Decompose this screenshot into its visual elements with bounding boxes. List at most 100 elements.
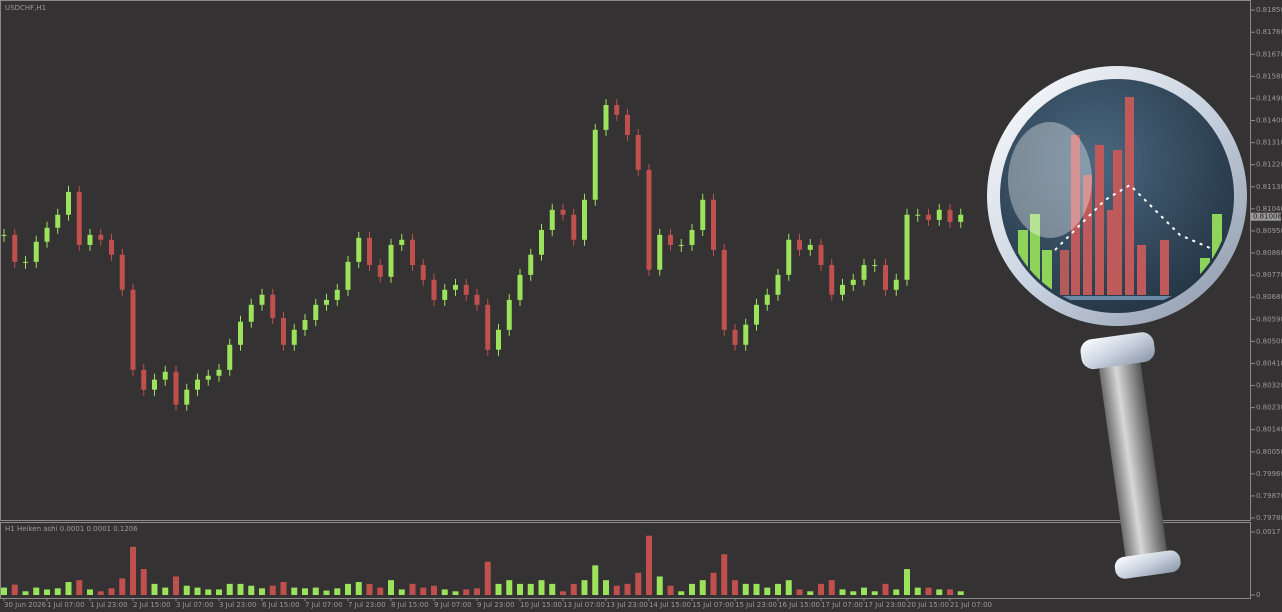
candle-body (560, 209, 566, 215)
histogram-bar (656, 576, 663, 595)
histogram-bar (216, 589, 222, 595)
candle-body (463, 284, 469, 295)
candle-body (184, 389, 190, 405)
histogram-bar (764, 587, 771, 595)
candle-body (861, 265, 867, 280)
candle-body (904, 214, 910, 280)
candle-body (152, 379, 157, 390)
histogram-bar (667, 585, 674, 595)
histogram-bar (463, 589, 470, 595)
histogram-bar (785, 580, 792, 595)
x-tick-label: 1 Jul 07:00 (47, 601, 85, 609)
histogram-bar (312, 587, 319, 595)
candle-body (313, 304, 319, 321)
histogram-bar (721, 554, 728, 595)
histogram-bar (302, 588, 308, 595)
candle-body (205, 375, 211, 380)
candle-body (130, 289, 136, 370)
candle-body (700, 199, 706, 230)
candle-body (248, 304, 254, 322)
histogram-bar (947, 589, 953, 595)
y-tick-label: 0.0017 (1256, 528, 1281, 536)
candle-body (259, 294, 265, 305)
histogram-bar (441, 589, 448, 595)
histogram-bar (506, 580, 513, 595)
candle-body (173, 371, 179, 405)
histogram-bar (355, 582, 362, 595)
candle-body (872, 265, 878, 267)
candle-body (528, 254, 534, 275)
histogram-bar (925, 587, 932, 595)
histogram-bar (581, 580, 588, 595)
histogram-bar (807, 591, 814, 595)
histogram-bar (893, 589, 900, 595)
histogram-bar (538, 580, 545, 595)
candle-body (367, 237, 372, 266)
x-tick-label: 9 Jul 07:00 (434, 601, 472, 609)
candle-body (893, 279, 899, 290)
indicator-panel-frame (0, 522, 1251, 599)
candle-body (453, 284, 458, 290)
candle-body (850, 279, 856, 285)
y-tick-label: 0 (1256, 591, 1260, 599)
candle-body (743, 324, 749, 345)
histogram-bar (549, 583, 556, 595)
histogram-bar (732, 580, 738, 595)
x-tick-label: 16 Jul 15:00 (778, 601, 820, 609)
candle-body (12, 234, 18, 262)
candle-body (657, 234, 663, 270)
histogram-bar (850, 591, 857, 595)
candle-body (162, 371, 168, 380)
histogram-bar (76, 580, 83, 595)
histogram-bar (753, 583, 760, 595)
candle-body (334, 289, 340, 300)
candle-body (474, 294, 480, 305)
histogram-bar (87, 589, 93, 595)
histogram-bar (646, 535, 652, 595)
candle-body (442, 289, 448, 300)
histogram-bar (796, 589, 803, 595)
candle-body (291, 329, 297, 345)
histogram-bar (44, 589, 50, 595)
last-price-label: 0.81008 (1253, 213, 1282, 221)
histogram-bar (173, 576, 179, 595)
histogram-bar (527, 583, 534, 595)
histogram-bar (560, 591, 566, 595)
histogram-bar (517, 583, 523, 595)
histogram-bar (495, 583, 502, 595)
histogram-bar (108, 588, 115, 595)
candle-body (764, 294, 770, 305)
histogram-bar (420, 587, 427, 595)
candle-body (55, 214, 61, 228)
candle-body (399, 239, 405, 245)
histogram-bar (398, 589, 405, 595)
candle-body (625, 114, 630, 135)
candle-body (754, 304, 759, 325)
main-panel-frame (0, 0, 1251, 521)
histogram-bar (183, 585, 190, 595)
histogram-bar (904, 569, 910, 595)
candle-body (936, 209, 942, 220)
histogram-bar (205, 589, 212, 595)
histogram-bar (689, 583, 695, 595)
histogram-bar (162, 587, 169, 595)
histogram-bar (119, 578, 126, 595)
candle-body (797, 239, 802, 250)
candle-body (915, 214, 921, 216)
candle-body (98, 234, 104, 240)
histogram-bar (1, 587, 7, 595)
histogram-bar (33, 587, 40, 595)
histogram-bar (452, 591, 459, 595)
histogram-bar (484, 561, 491, 595)
